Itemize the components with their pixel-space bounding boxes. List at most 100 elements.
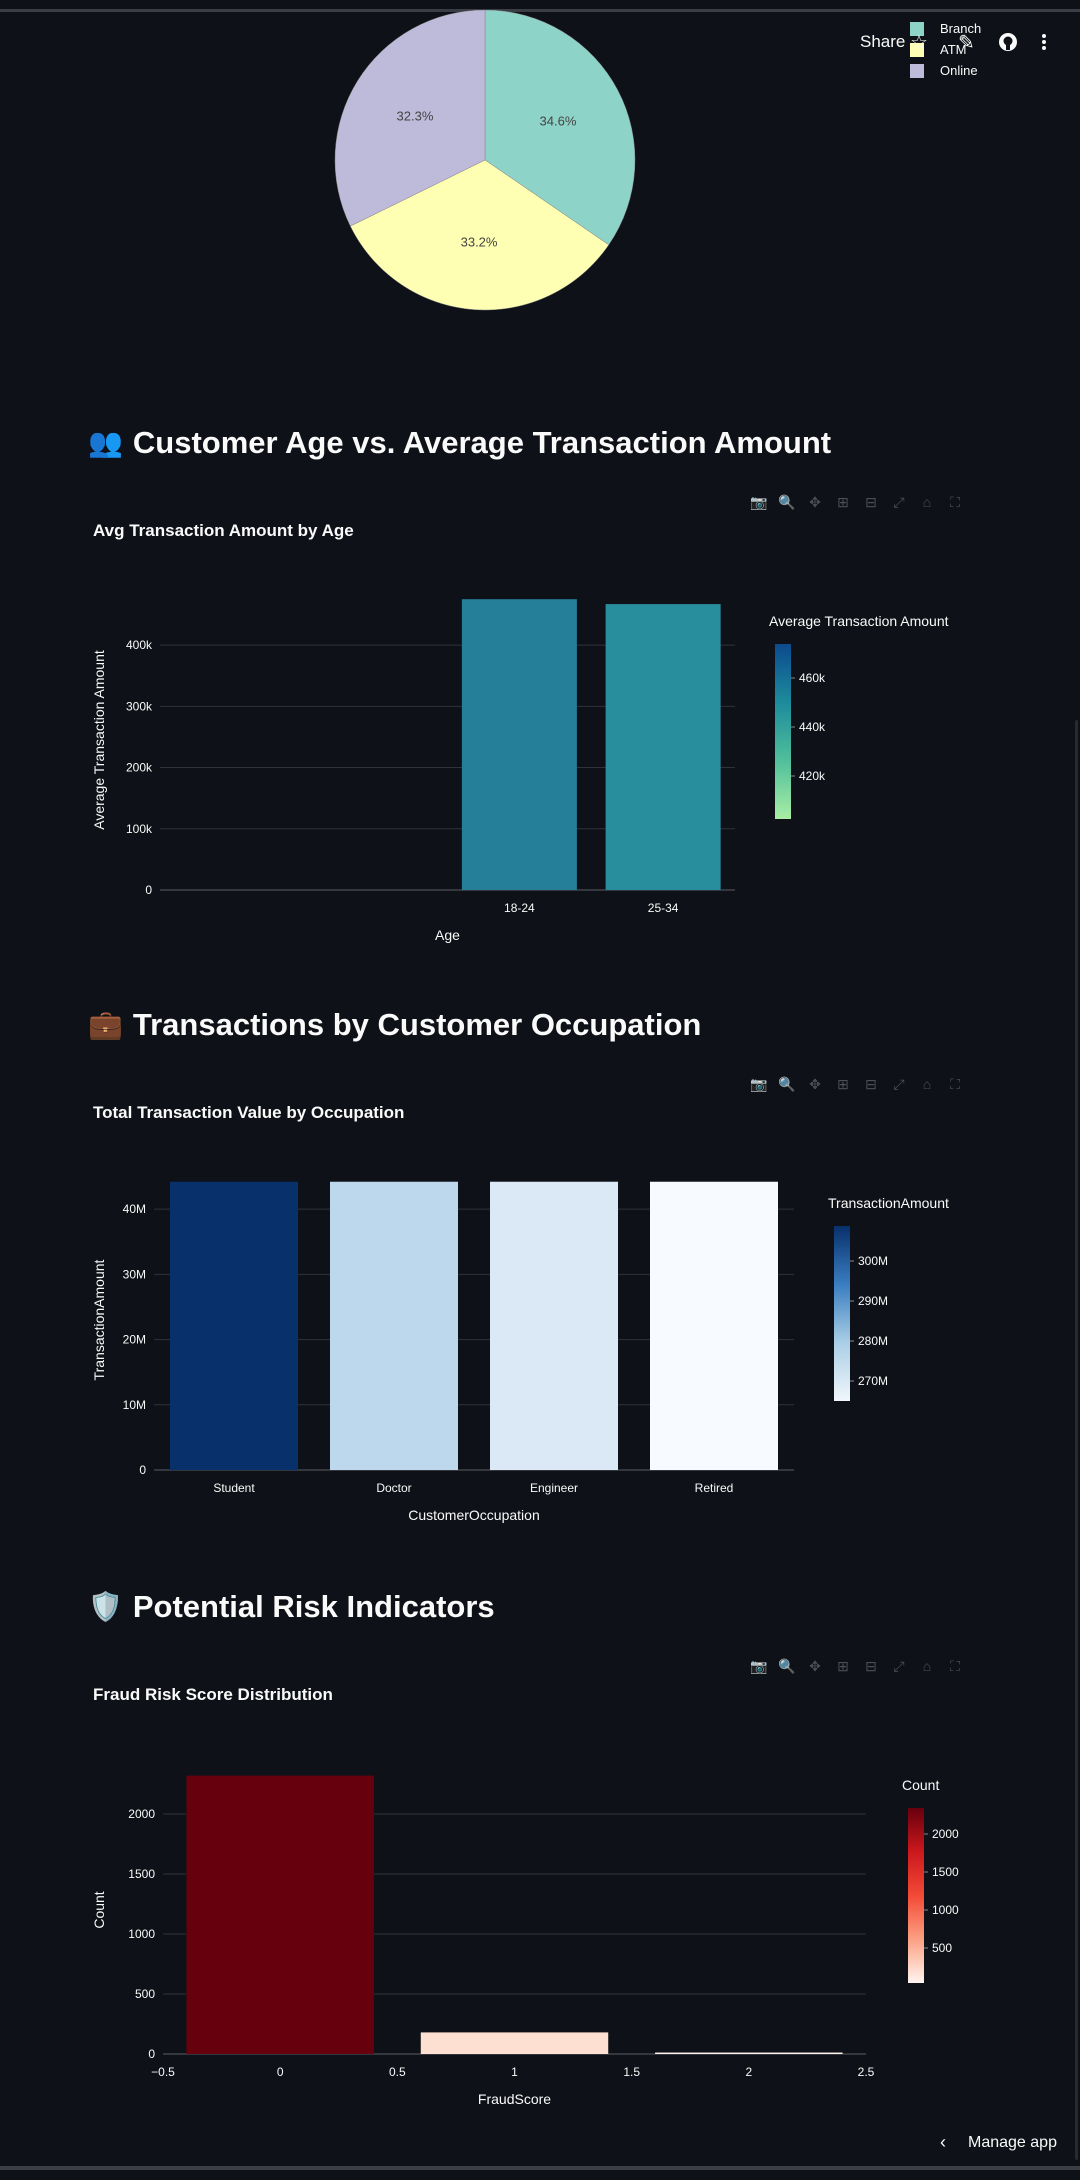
bar-25-34[interactable] (605, 604, 721, 890)
x-tick-label: 25-34 (648, 901, 679, 915)
legend-swatch (910, 63, 924, 78)
y-tick-label: 300k (126, 699, 153, 713)
legend-label: Online (940, 63, 978, 78)
pan-icon[interactable]: ✥ (809, 1075, 821, 1092)
pie-slice-branch[interactable] (484, 10, 636, 246)
y-tick-label: 1500 (128, 1867, 155, 1881)
pie-slice-online[interactable] (334, 10, 486, 227)
fullscreen-icon[interactable]: ⛶ (950, 493, 960, 510)
y-tick-label: 500 (135, 1987, 155, 2001)
bar-Student[interactable] (170, 1181, 298, 1470)
x-tick-label: Engineer (530, 1481, 578, 1495)
bar-Engineer[interactable] (490, 1181, 618, 1470)
chart-title-occupation: Total Transaction Value by Occupation (93, 1103, 405, 1122)
share-button[interactable]: Share (860, 32, 906, 51)
reset-axes-icon[interactable]: ⌂ (922, 1076, 932, 1092)
colorbar (908, 1808, 924, 1983)
camera-icon[interactable]: 📷 (750, 493, 768, 510)
y-tick-label: 200k (126, 761, 153, 775)
bar-0[interactable] (186, 1775, 374, 2054)
bar-18-24[interactable] (461, 599, 577, 890)
bottom-border (0, 2166, 1080, 2170)
bar-Retired[interactable] (650, 1181, 778, 1470)
risk-bar-chart: 0 500 1000 1500 2000 −0.5 0 0.5 1 1.5 2 2.5 FraudSco… (91, 1775, 959, 2107)
pie-slice-atm[interactable] (350, 159, 610, 311)
colorbar-tick-label: 280M (858, 1334, 888, 1348)
fullscreen-icon[interactable]: ⛶ (950, 1075, 960, 1092)
shield-icon: 🛡️ (88, 1591, 123, 1622)
chart-title-age: Avg Transaction Amount by Age (93, 521, 354, 540)
bar-Doctor[interactable] (330, 1181, 458, 1470)
colorbar-tick-label: 420k (799, 769, 826, 783)
chart-toolbar-age: 📷 🔍 ✥ ⊞ ⊟ ⤢ ⌂ ⛶ (750, 493, 964, 511)
pan-icon[interactable]: ✥ (809, 1657, 821, 1674)
section-heading-occupation: 💼 Transactions by Customer Occupation (88, 1007, 701, 1043)
legend-label: ATM (940, 42, 967, 57)
fullscreen-icon[interactable]: ⛶ (950, 1657, 960, 1674)
y-tick-label: 2000 (128, 1807, 155, 1821)
github-icon[interactable] (998, 32, 1018, 57)
colorbar-tick-label: 1000 (932, 1903, 959, 1917)
briefcase-icon: 💼 (88, 1009, 123, 1040)
zoom-out-icon[interactable]: ⊟ (865, 1075, 877, 1092)
colorbar-tick-label: 2000 (932, 1827, 959, 1841)
zoom-icon[interactable]: 🔍 (778, 1075, 796, 1092)
x-axis-title: CustomerOccupation (408, 1507, 540, 1523)
y-tick-label: 1000 (128, 1927, 155, 1941)
legend-label: Branch (940, 21, 982, 36)
pie-legend-item-online[interactable]: Online (910, 60, 981, 81)
chart-toolbar-occupation: 📷 🔍 ✥ ⊞ ⊟ ⤢ ⌂ ⛶ (750, 1075, 964, 1093)
y-tick-label: 20M (123, 1333, 146, 1347)
y-axis-title: TransactionAmount (91, 1259, 107, 1380)
zoom-in-icon[interactable]: ⊞ (837, 493, 849, 510)
zoom-in-icon[interactable]: ⊞ (837, 1657, 849, 1674)
pan-icon[interactable]: ✥ (809, 493, 821, 510)
occupation-bar-chart: 0 10M 20M 30M 40M Student Doctor Engineer Retire… (91, 1181, 949, 1523)
zoom-in-icon[interactable]: ⊞ (837, 1075, 849, 1092)
colorbar-tick-label: 1500 (932, 1865, 959, 1879)
autoscale-icon[interactable]: ⤢ (893, 1075, 905, 1092)
x-tick-label: 18-24 (504, 901, 535, 915)
star-icon[interactable]: ☆ (910, 32, 928, 54)
pie-slice-label: 32.3% (397, 108, 434, 123)
bar-2[interactable] (655, 2052, 843, 2054)
y-tick-label: 0 (139, 1463, 146, 1477)
zoom-out-icon[interactable]: ⊟ (865, 493, 877, 510)
more-menu-icon[interactable] (1041, 33, 1047, 56)
x-tick-label: Doctor (376, 1481, 411, 1495)
pie-chart: 34.6% 33.2% 32.3% (334, 10, 636, 311)
legend-swatch (910, 42, 924, 57)
section-heading-age: 👥 Customer Age vs. Average Transaction A… (88, 425, 831, 461)
camera-icon[interactable]: 📷 (750, 1075, 768, 1092)
pie-legend-item-branch[interactable]: Branch (910, 18, 981, 39)
colorbar-tick-label: 300M (858, 1254, 888, 1268)
bar-1[interactable] (420, 2032, 609, 2054)
edit-icon[interactable]: ✎ (958, 32, 975, 54)
x-tick-label: 2.5 (858, 2065, 875, 2079)
colorbar-title: Average Transaction Amount (769, 613, 949, 629)
x-tick-label: 1.5 (623, 2065, 640, 2079)
reset-axes-icon[interactable]: ⌂ (922, 1658, 932, 1674)
colorbar-tick-label: 290M (858, 1294, 888, 1308)
camera-icon[interactable]: 📷 (750, 1657, 768, 1674)
legend-swatch (910, 21, 924, 36)
colorbar (775, 644, 791, 819)
y-axis-title: Average Transaction Amount (91, 650, 107, 830)
y-tick-label: 10M (123, 1398, 146, 1412)
pie-slice-label: 33.2% (461, 234, 498, 249)
reset-axes-icon[interactable]: ⌂ (922, 494, 932, 510)
autoscale-icon[interactable]: ⤢ (893, 493, 905, 510)
section-heading-age-text: Customer Age vs. Average Transaction Amo… (132, 425, 832, 460)
pie-legend: Branch ATM Online (910, 18, 981, 81)
zoom-icon[interactable]: 🔍 (778, 1657, 796, 1674)
age-bar-chart: 0 100k 200k 300k 400k 18-24 25-34 Age Average Tr… (91, 599, 949, 943)
autoscale-icon[interactable]: ⤢ (893, 1657, 905, 1674)
y-tick-label: 400k (126, 638, 153, 652)
y-tick-label: 0 (145, 883, 152, 897)
pie-legend-item-atm[interactable]: ATM (910, 39, 981, 60)
scrollbar[interactable] (1075, 720, 1078, 2160)
zoom-icon[interactable]: 🔍 (778, 493, 796, 510)
top-border (0, 0, 1080, 12)
zoom-out-icon[interactable]: ⊟ (865, 1657, 877, 1674)
manage-app-button[interactable]: ‹ Manage app (940, 2132, 1057, 2153)
